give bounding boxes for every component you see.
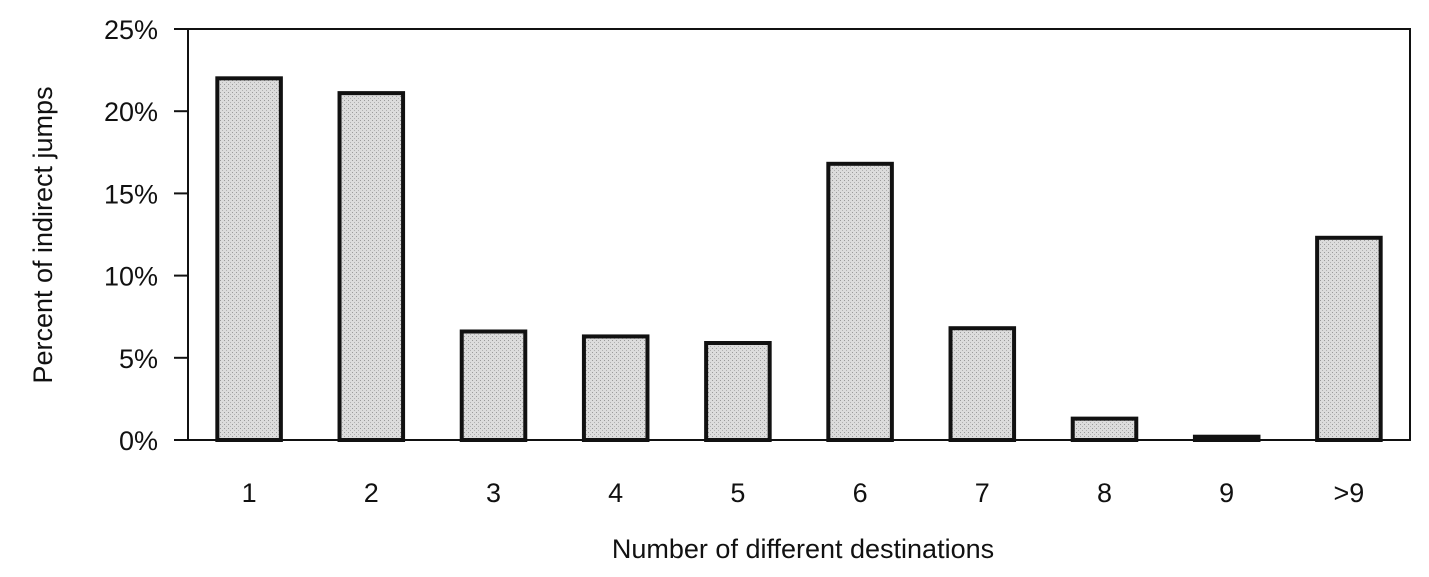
bar-2 bbox=[337, 91, 406, 442]
y-axis-title: Percent of indirect jumps bbox=[28, 86, 58, 383]
x-tick-label: 3 bbox=[486, 478, 501, 508]
bar-5 bbox=[704, 341, 772, 442]
x-tick-label: 6 bbox=[853, 478, 868, 508]
y-tick-label: 20% bbox=[104, 97, 158, 127]
y-axis: 0% 5% 10% 15% 20% 25% bbox=[104, 15, 188, 456]
x-axis-title: Number of different destinations bbox=[612, 534, 994, 564]
y-tick-label: 5% bbox=[119, 344, 158, 374]
plot-frame bbox=[187, 28, 1411, 441]
bar-4 bbox=[581, 334, 650, 443]
bars bbox=[215, 76, 1383, 443]
x-tick-label: 5 bbox=[730, 478, 745, 508]
bar-gt9 bbox=[1315, 235, 1383, 442]
x-tick-label: 9 bbox=[1219, 478, 1234, 508]
bar-6 bbox=[826, 161, 894, 442]
y-tick-label: 15% bbox=[104, 179, 158, 209]
y-tick-label: 10% bbox=[104, 262, 158, 292]
x-tick-label: 1 bbox=[242, 478, 257, 508]
x-tick-label: >9 bbox=[1334, 478, 1365, 508]
bar-1 bbox=[215, 76, 283, 442]
x-tick-label: 4 bbox=[608, 478, 623, 508]
x-tick-label: 8 bbox=[1097, 478, 1112, 508]
bar-8 bbox=[1070, 416, 1139, 442]
x-axis: 1 2 3 4 5 6 7 8 9 >9 bbox=[242, 478, 1365, 508]
x-tick-label: 2 bbox=[364, 478, 379, 508]
bar-3 bbox=[459, 329, 528, 442]
bar-7 bbox=[948, 326, 1017, 443]
bar-9 bbox=[1192, 434, 1261, 443]
y-tick-label: 0% bbox=[119, 426, 158, 456]
y-tick-label: 25% bbox=[104, 15, 158, 45]
x-tick-label: 7 bbox=[975, 478, 990, 508]
